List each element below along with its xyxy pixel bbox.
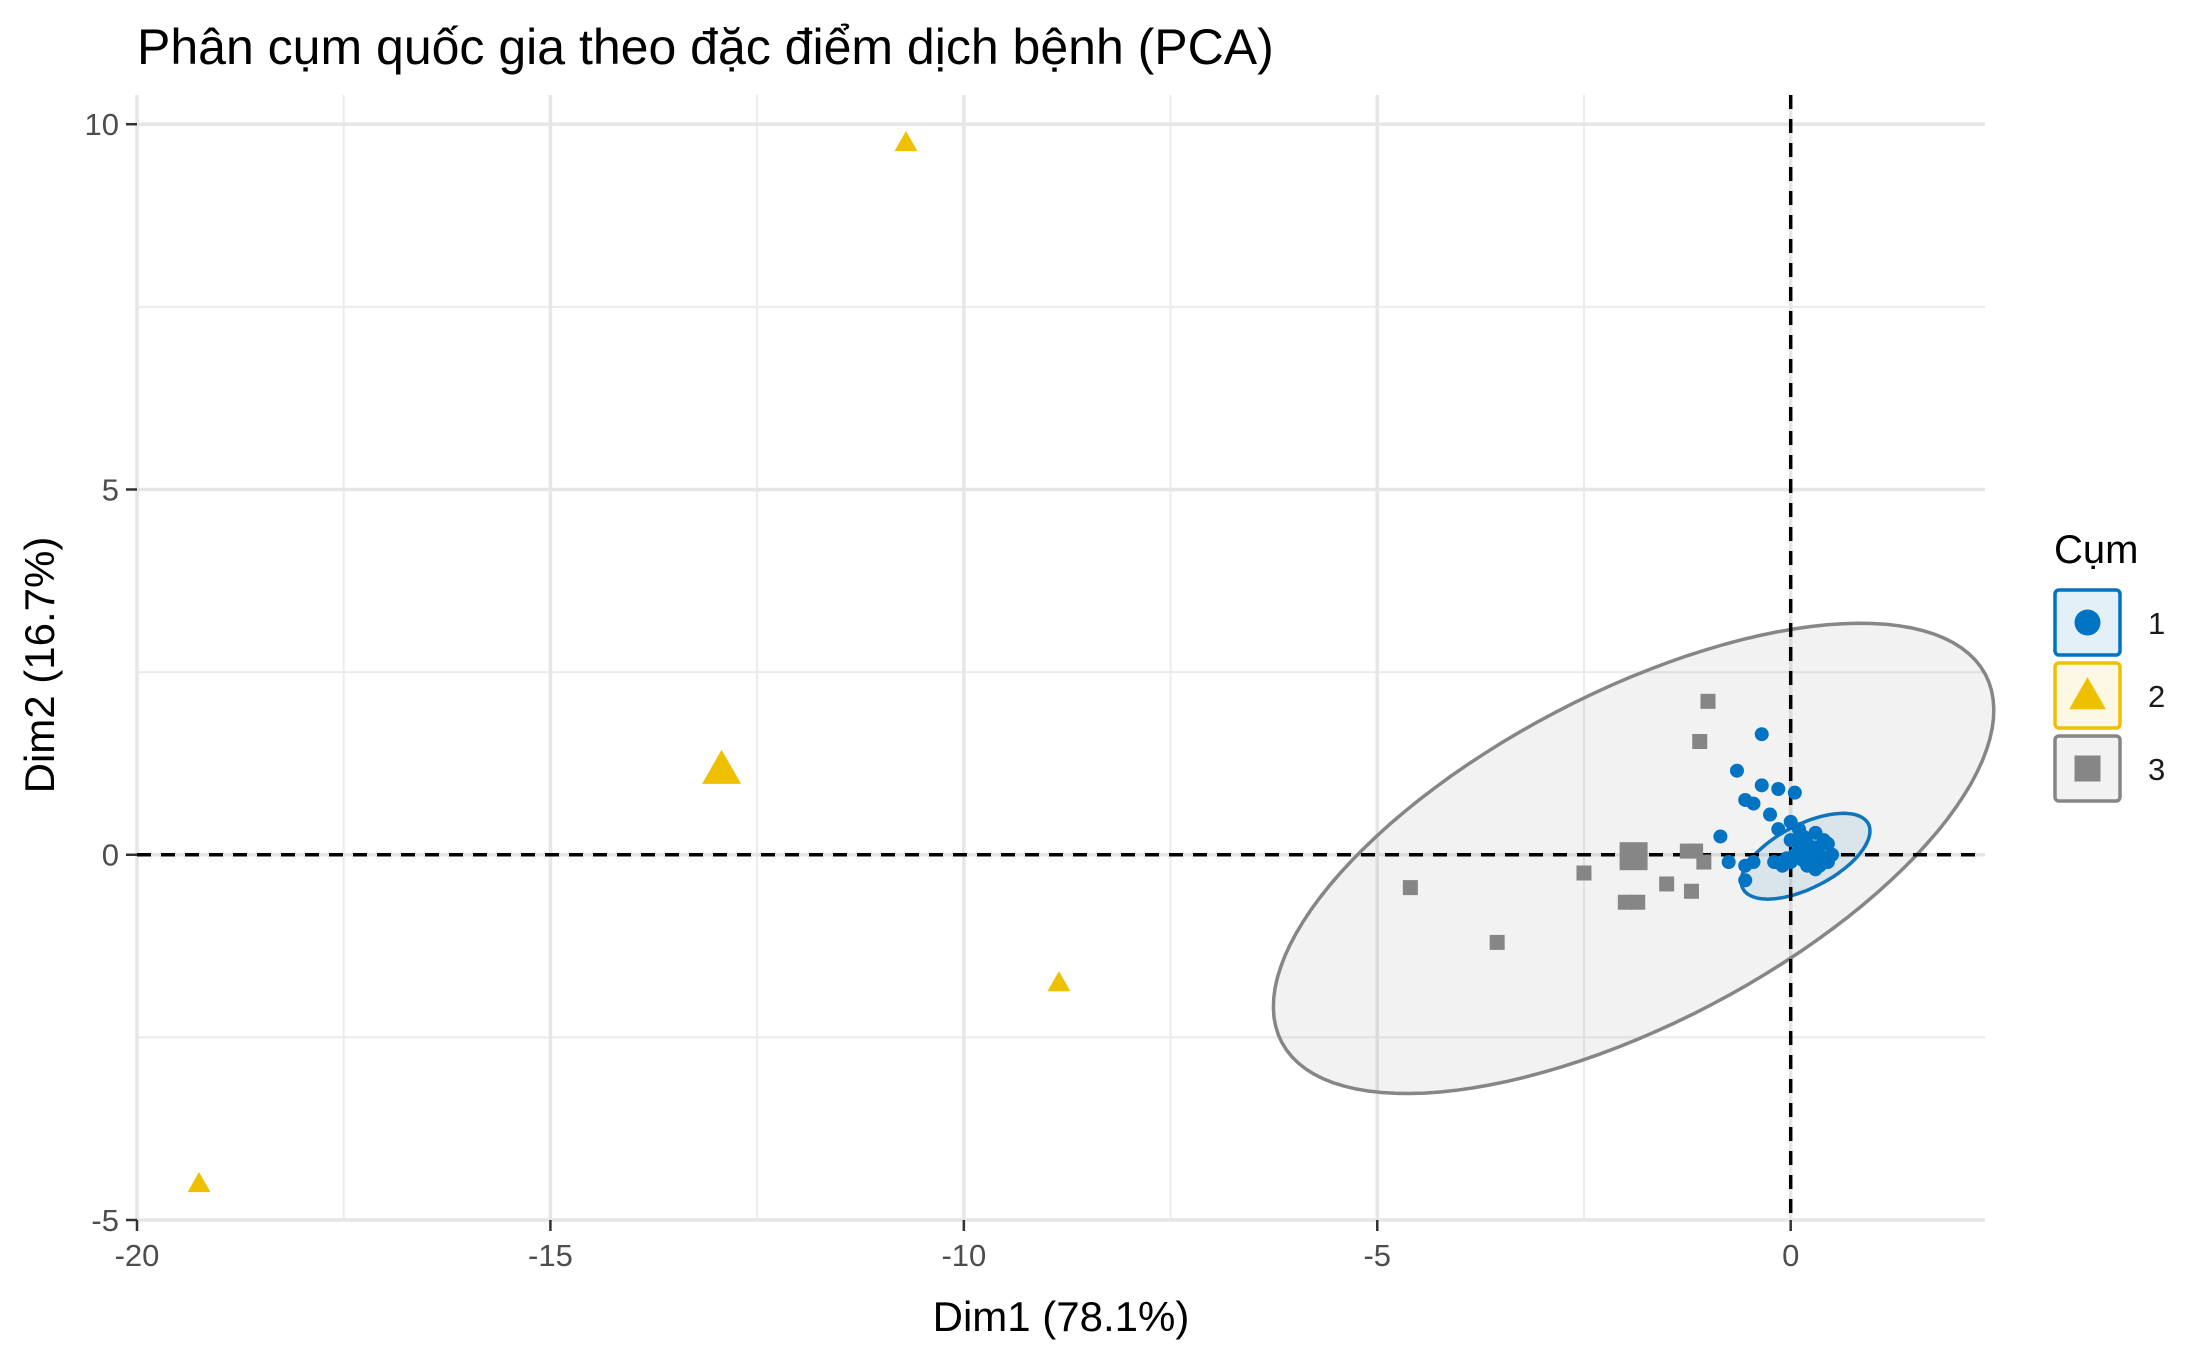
x-tick-label: -15 <box>528 1238 573 1273</box>
cluster-1-point <box>1763 807 1778 822</box>
cluster-1-point <box>1746 855 1761 870</box>
chart-title: Phân cụm quốc gia theo đặc điểm dịch bện… <box>137 19 1274 75</box>
x-tick-label: 0 <box>1782 1238 1799 1273</box>
cluster-1-point <box>1820 836 1835 851</box>
cluster-3-point <box>1489 934 1505 950</box>
cluster-2-point <box>1047 971 1071 992</box>
y-axis-title: Dim2 (16.7%) <box>16 537 63 794</box>
cluster-3-point <box>1700 693 1716 709</box>
legend: Cụm 1 2 3 <box>2053 528 2165 803</box>
cluster-3-point <box>1630 894 1646 910</box>
legend-label-1: 1 <box>2148 606 2165 641</box>
cluster-3-point <box>1402 880 1418 896</box>
legend-symbol-1 <box>2074 609 2101 636</box>
cluster-1-point <box>1754 778 1769 793</box>
cluster-3-point <box>1683 883 1699 899</box>
cluster-3-point <box>1576 865 1592 881</box>
legend-symbol-2 <box>2069 677 2106 710</box>
y-tick-label: 0 <box>102 838 119 873</box>
x-tick-label: -10 <box>941 1238 986 1273</box>
cluster-1-point <box>1721 855 1736 870</box>
axes: -20 -15 -10 -5 0 -5 0 5 10 <box>85 107 1800 1273</box>
cluster-1-point <box>1729 763 1744 778</box>
cluster-3-point <box>1692 734 1708 750</box>
cluster-2-centroid <box>702 749 742 784</box>
cluster-1-point <box>1771 822 1786 837</box>
x-axis-title: Dim1 (78.1%) <box>933 1293 1190 1340</box>
cluster-1-point <box>1746 796 1761 811</box>
reference-lines <box>137 95 1985 1220</box>
cluster-3-point <box>1659 876 1675 892</box>
cluster-1-centroid <box>1792 841 1819 868</box>
y-tick-label: 5 <box>102 472 119 507</box>
x-tick-label: -20 <box>115 1238 160 1273</box>
cluster-1-point <box>1738 873 1753 888</box>
cluster-3-point <box>1696 854 1712 870</box>
cluster-1-point <box>1808 825 1823 840</box>
cluster-1-point <box>1713 829 1728 844</box>
cluster-1-point <box>1787 785 1802 800</box>
legend-label-2: 2 <box>2148 679 2165 714</box>
cluster-1-point <box>1825 847 1840 862</box>
cluster-2-point <box>894 130 918 152</box>
legend-symbol-3 <box>2074 755 2101 782</box>
cluster-1-point <box>1754 727 1769 742</box>
data-points <box>187 130 1840 1193</box>
x-tick-label: -5 <box>1363 1238 1391 1273</box>
cluster-3-point <box>1617 894 1633 910</box>
legend-label-3: 3 <box>2148 752 2165 787</box>
cluster-1-point <box>1771 781 1786 796</box>
legend-title: Cụm <box>2054 528 2138 572</box>
y-tick-label: -5 <box>91 1203 119 1238</box>
y-tick-label: 10 <box>85 107 119 142</box>
cluster-2-point <box>187 1171 211 1193</box>
cluster-3-centroid <box>1619 842 1648 871</box>
cluster-1-point <box>1783 833 1798 848</box>
